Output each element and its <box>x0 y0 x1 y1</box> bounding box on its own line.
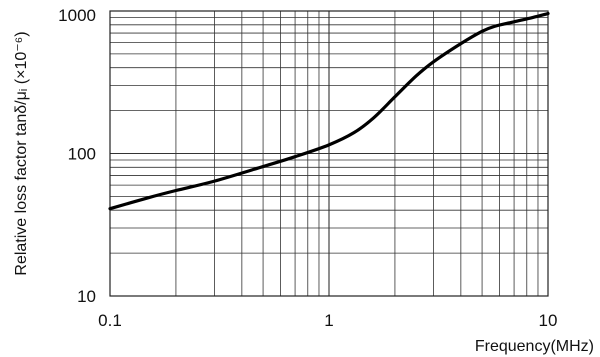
x-tick-label: 10 <box>539 311 558 330</box>
y-tick-labels: 10 100 1000 <box>58 6 96 306</box>
plot-frame <box>109 10 549 297</box>
x-tick-label: 1 <box>324 311 333 330</box>
series-line <box>108 11 550 211</box>
y-tick-label: 1000 <box>58 6 96 25</box>
y-tick-label: 100 <box>68 145 96 164</box>
x-tick-labels: 0.1 1 10 <box>98 311 557 330</box>
x-axis-label: Frequency(MHz) <box>475 338 594 355</box>
y-axis-label: Relative loss factor tanδ/μᵢ (×10⁻⁶) <box>13 31 30 275</box>
y-tick-label: 10 <box>77 287 96 306</box>
x-tick-label: 0.1 <box>98 311 122 330</box>
grid <box>110 11 548 296</box>
